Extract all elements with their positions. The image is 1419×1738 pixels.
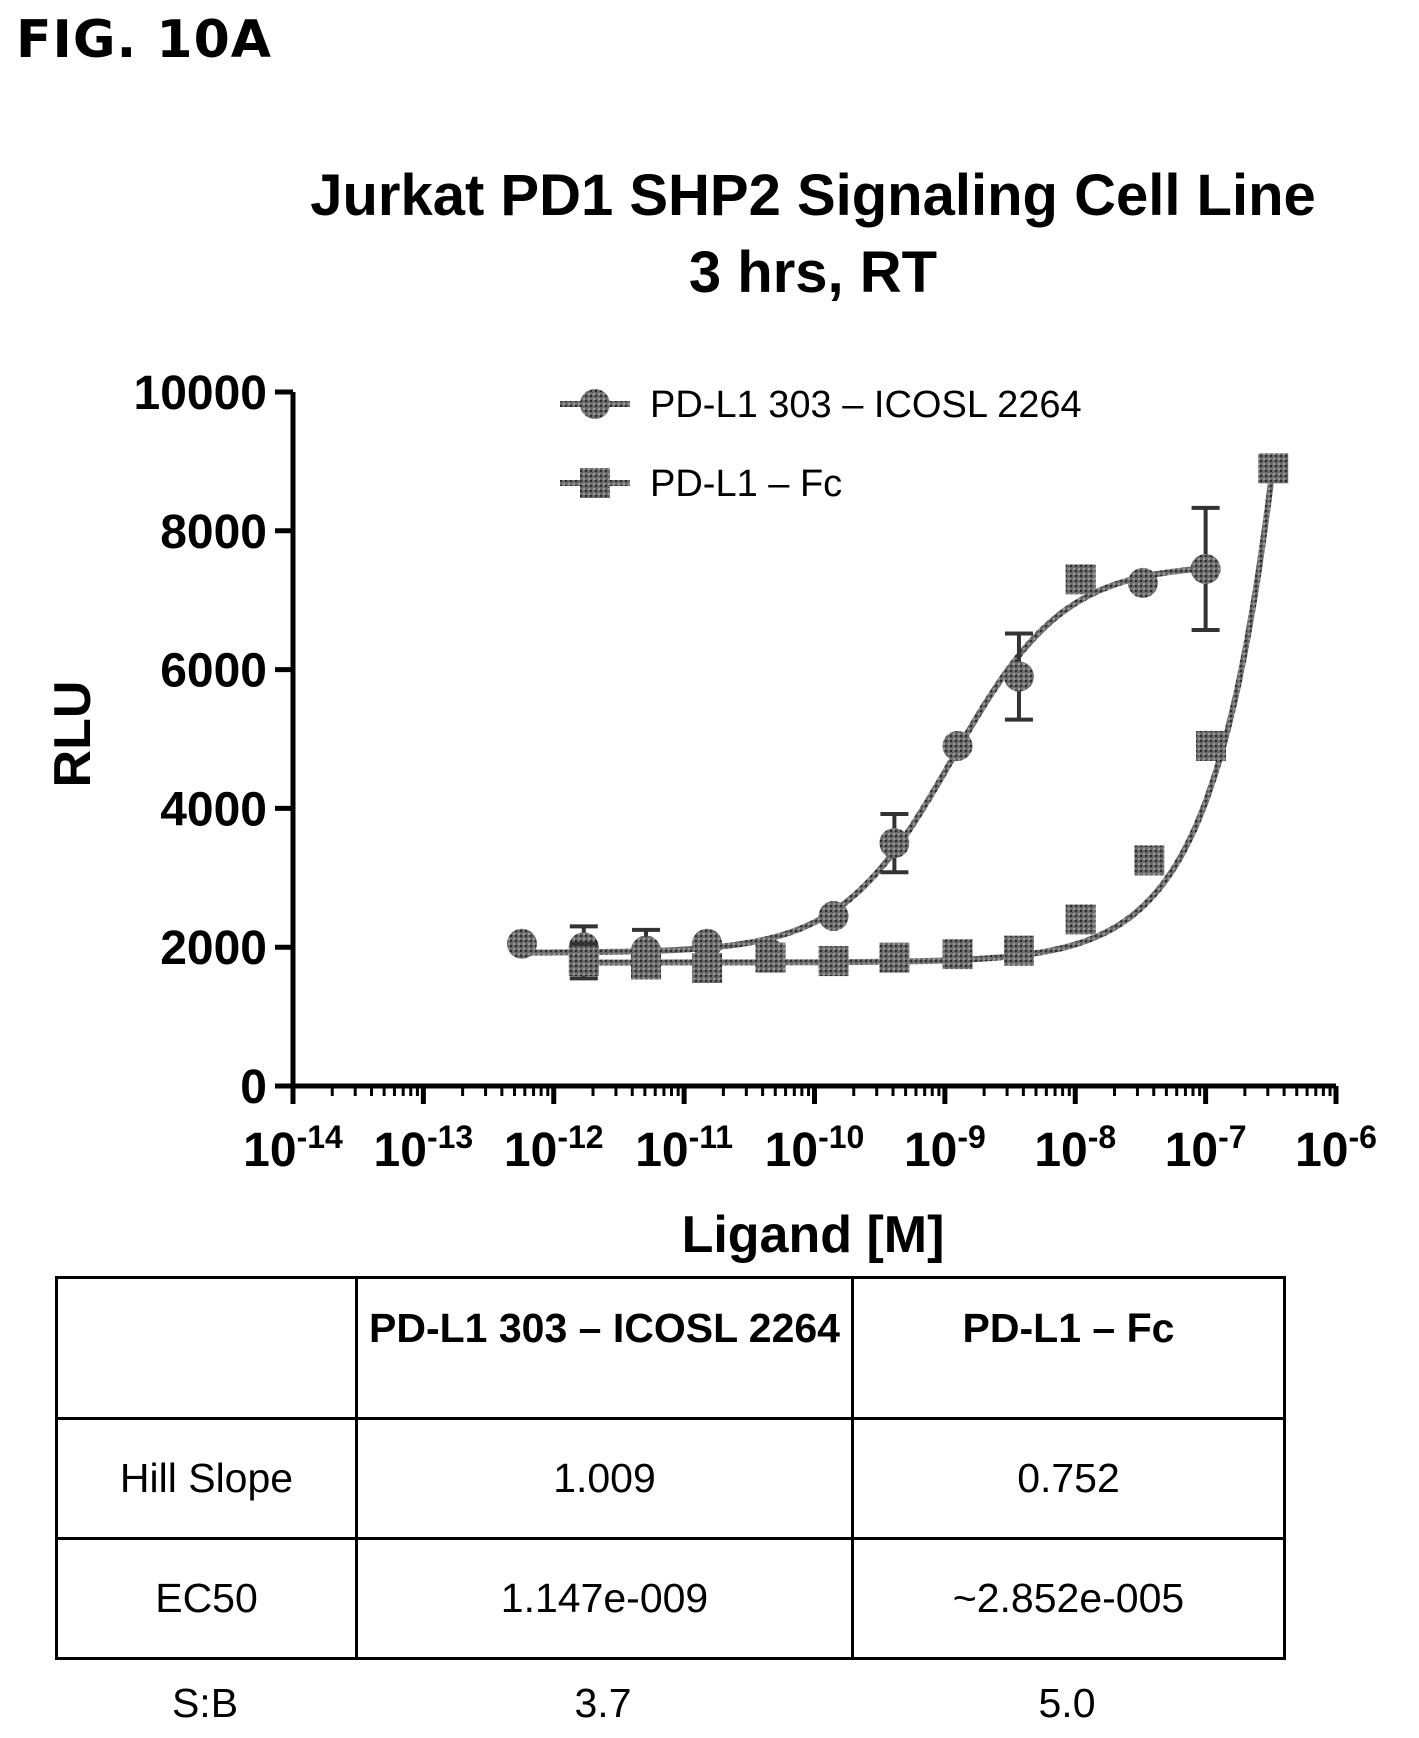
dose-response-chart: Jurkat PD1 SHP2 Signaling Cell Line 3 hr… [44, 163, 1377, 1264]
data-point-series-1 [1003, 661, 1034, 692]
table-cell: EC50 [55, 1537, 358, 1660]
x-tick-label: 10-10 [765, 1119, 865, 1177]
data-point-series-1 [818, 900, 849, 931]
data-point-series-1 [942, 730, 973, 761]
data-point-series-2 [1196, 730, 1227, 761]
table-header-cell: PD-L1 303 – ICOSL 2264 [355, 1276, 854, 1420]
x-tick-label: 10-12 [504, 1119, 604, 1177]
sb-value: 3.7 [574, 1680, 632, 1726]
sb-value: 5.0 [1038, 1680, 1096, 1726]
y-tick-label: 2000 [160, 922, 267, 975]
chart-subtitle: 3 hrs, RT [689, 240, 937, 305]
signal-to-background-row: S:B 3.7 5.0 [55, 1680, 1283, 1730]
y-tick-label: 8000 [160, 506, 267, 559]
data-point-series-1 [879, 828, 910, 859]
legend-marker-series-2 [580, 468, 610, 498]
data-point-series-1 [506, 928, 537, 959]
data-point-series-1 [1127, 567, 1158, 598]
x-tick-label: 10-7 [1165, 1119, 1247, 1177]
figure-label: FIG. 10A [16, 10, 273, 70]
table-header-cell [55, 1276, 358, 1420]
table-cell: 1.147e-009 [355, 1537, 854, 1660]
y-tick-label: 10000 [134, 367, 267, 420]
x-tick-label: 10-9 [904, 1119, 986, 1177]
data-point-series-2 [755, 942, 786, 973]
y-tick-label: 4000 [160, 783, 267, 836]
fit-curve-series-2 [583, 462, 1277, 966]
table-row: EC50 1.147e-009 ~2.852e-005 [55, 1537, 1286, 1660]
chart-title: Jurkat PD1 SHP2 Signaling Cell Line [310, 163, 1316, 228]
table-cell: 1.009 [355, 1417, 854, 1540]
legend-label-series-1: PD-L1 303 – ICOSL 2264 [650, 384, 1082, 426]
data-points [506, 453, 1289, 984]
x-tick-label: 10-13 [374, 1119, 474, 1177]
data-point-series-1 [692, 928, 723, 959]
sb-label: S:B [171, 1680, 239, 1726]
x-tick-label: 10-8 [1034, 1119, 1116, 1177]
legend: PD-L1 303 – ICOSL 2264 PD-L1 – Fc [560, 384, 1082, 505]
data-point-series-2 [1065, 564, 1096, 595]
table-header-row: PD-L1 303 – ICOSL 2264 PD-L1 – Fc [55, 1276, 1286, 1420]
data-point-series-2 [879, 942, 910, 973]
data-point-series-2 [692, 953, 723, 984]
data-point-series-2 [942, 939, 973, 970]
legend-label-series-2: PD-L1 – Fc [650, 463, 842, 505]
fit-curve-series-1 [521, 565, 1206, 956]
data-point-series-2 [1258, 453, 1289, 484]
table-cell: 0.752 [851, 1417, 1286, 1540]
y-tick-label: 0 [240, 1061, 267, 1114]
table-header-cell: PD-L1 – Fc [851, 1276, 1286, 1420]
x-tick-label: 10-6 [1295, 1119, 1377, 1177]
data-point-series-2 [818, 946, 849, 977]
axes: 0 2000 4000 6000 8000 10000 10-14 10-13 10-12 10-… [134, 367, 1377, 1177]
y-tick-label: 6000 [160, 645, 267, 698]
data-point-series-1 [1190, 553, 1221, 584]
y-axis-label: RLU [44, 681, 102, 788]
data-point-series-2 [1065, 904, 1096, 935]
table-cell: Hill Slope [55, 1417, 358, 1540]
results-table: PD-L1 303 – ICOSL 2264 PD-L1 – Fc Hill S… [55, 1276, 1286, 1660]
x-axis-label: Ligand [M] [682, 1206, 945, 1264]
x-tick-label: 10-14 [243, 1119, 343, 1177]
fit-curves [521, 462, 1277, 966]
data-point-series-2 [1003, 935, 1034, 966]
x-tick-label: 10-11 [635, 1119, 733, 1177]
table-cell: ~2.852e-005 [851, 1537, 1286, 1660]
legend-marker-series-1 [580, 389, 610, 419]
data-point-series-2 [1134, 845, 1165, 876]
data-point-series-2 [568, 946, 599, 977]
data-point-series-2 [630, 949, 661, 980]
table-row: Hill Slope 1.009 0.752 [55, 1417, 1286, 1540]
